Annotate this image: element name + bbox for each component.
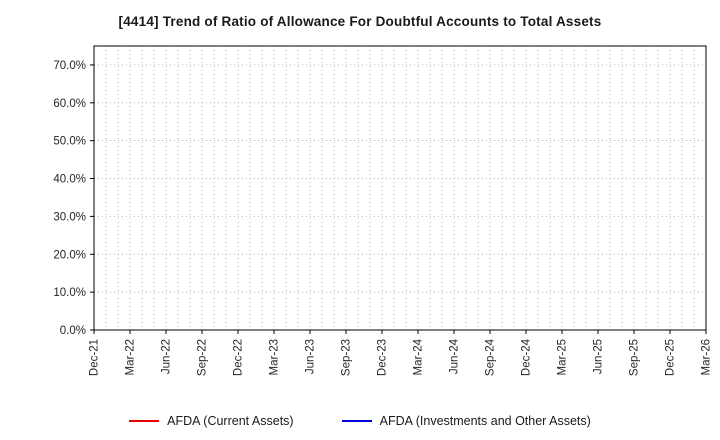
chart-title: [4414] Trend of Ratio of Allowance For D… (118, 14, 602, 29)
svg-text:30.0%: 30.0% (53, 211, 86, 223)
svg-text:50.0%: 50.0% (53, 136, 86, 148)
svg-text:Mar-24: Mar-24 (413, 338, 425, 375)
legend-item-afda-investments: AFDA (Investments and Other Assets) (341, 414, 591, 428)
svg-text:Sep-25: Sep-25 (629, 339, 641, 376)
red-line-swatch-icon (129, 420, 160, 422)
svg-text:Sep-23: Sep-23 (341, 339, 353, 376)
blue-line-swatch-icon (341, 420, 372, 422)
svg-text:Dec-23: Dec-23 (377, 339, 389, 376)
svg-text:Dec-24: Dec-24 (521, 338, 533, 376)
legend-label: AFDA (Investments and Other Assets) (379, 414, 591, 428)
svg-text:Sep-22: Sep-22 (197, 339, 209, 376)
svg-text:Dec-25: Dec-25 (665, 339, 677, 376)
svg-text:60.0%: 60.0% (53, 98, 86, 110)
svg-text:Jun-24: Jun-24 (449, 338, 461, 374)
legend-label: AFDA (Current Assets) (167, 414, 294, 428)
legend-item-afda-current-assets: AFDA (Current Assets) (129, 414, 294, 428)
svg-text:Dec-21: Dec-21 (89, 339, 101, 376)
svg-text:40.0%: 40.0% (53, 174, 86, 186)
svg-text:Mar-26: Mar-26 (701, 339, 713, 375)
svg-text:70.0%: 70.0% (53, 60, 86, 72)
svg-text:Dec-22: Dec-22 (233, 339, 245, 376)
svg-text:Jun-22: Jun-22 (161, 339, 173, 374)
svg-text:20.0%: 20.0% (53, 249, 86, 261)
svg-text:Sep-24: Sep-24 (485, 338, 497, 376)
svg-text:Jun-23: Jun-23 (305, 339, 317, 374)
svg-text:10.0%: 10.0% (53, 287, 86, 299)
svg-text:Mar-22: Mar-22 (125, 339, 137, 375)
svg-text:0.0%: 0.0% (60, 325, 86, 337)
svg-text:Mar-23: Mar-23 (269, 339, 281, 375)
chart-legend: AFDA (Current Assets) AFDA (Investments … (0, 414, 720, 428)
svg-text:Mar-25: Mar-25 (557, 339, 569, 375)
svg-text:Jun-25: Jun-25 (593, 339, 605, 374)
